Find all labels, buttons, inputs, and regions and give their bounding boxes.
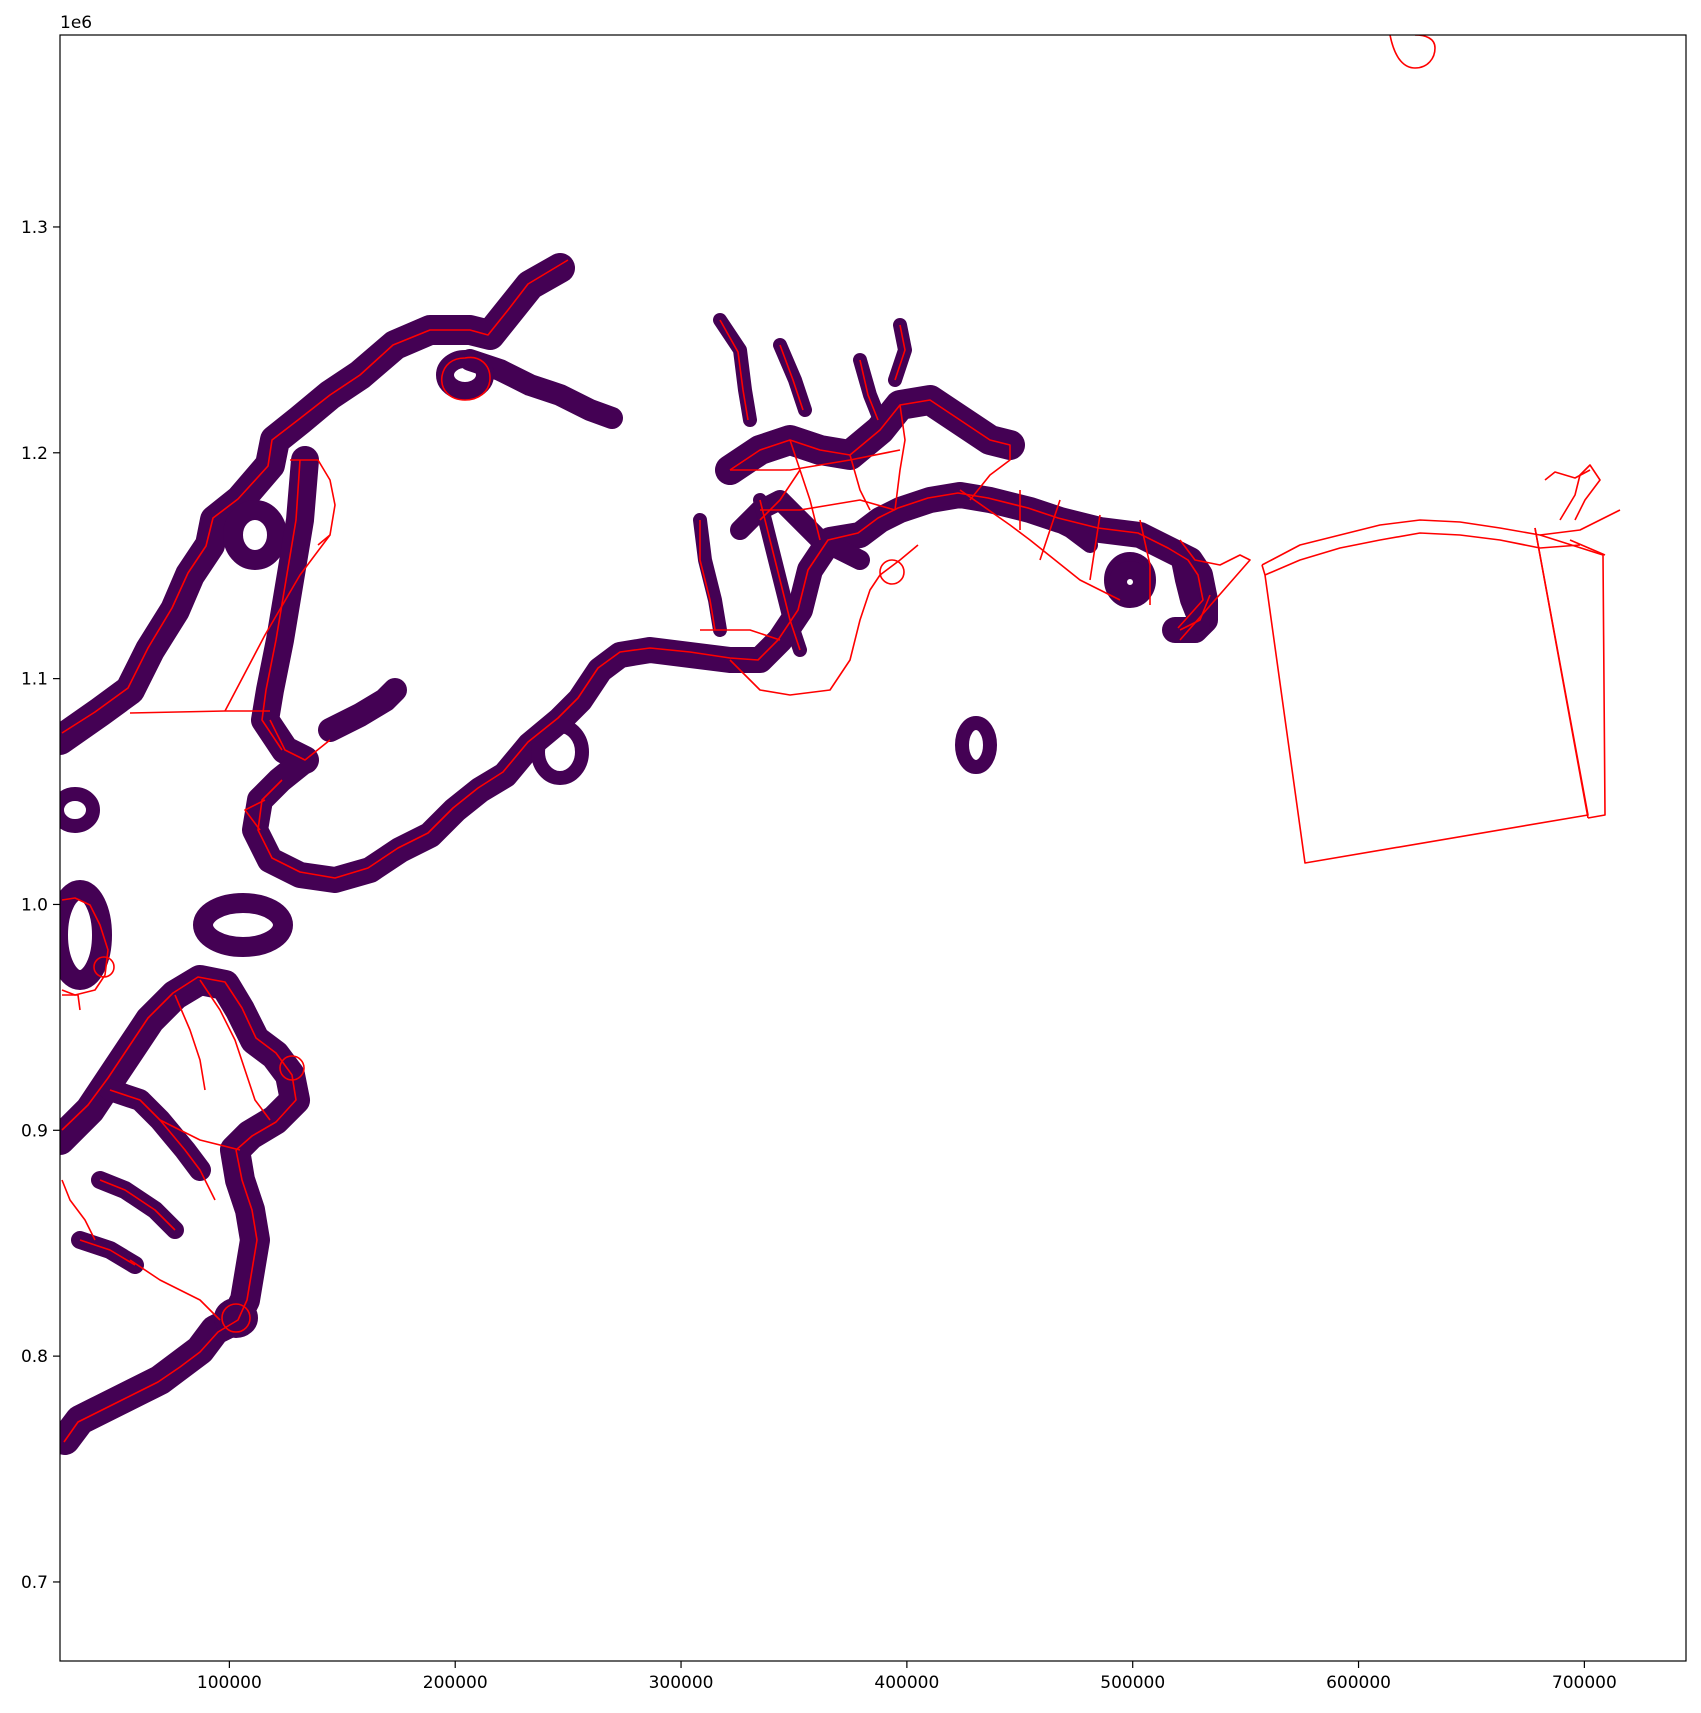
region-outlines (61, 35, 1621, 1443)
x-tick-label: 600000 (1326, 1673, 1391, 1693)
y-tick-label: 0.9 (21, 1121, 48, 1141)
y-tick-label: 0.8 (21, 1347, 48, 1367)
y-tick-label: 1.2 (21, 444, 48, 464)
y-tick-label: 1.3 (21, 218, 48, 238)
y-axis-ticks: 0.7 0.8 0.9 1.0 1.1 1.2 1.3 (21, 218, 60, 1593)
x-tick-label: 400000 (874, 1673, 939, 1693)
x-tick-label: 700000 (1552, 1673, 1617, 1693)
y-tick-label: 1.0 (21, 895, 48, 915)
y-tick-label: 0.7 (21, 1573, 48, 1593)
x-tick-label: 100000 (197, 1673, 262, 1693)
x-tick-label: 300000 (649, 1673, 714, 1693)
y-tick-label: 1.1 (21, 670, 48, 690)
x-axis-ticks: 100000 200000 300000 400000 500000 600000 7000… (197, 1661, 1617, 1693)
x-tick-label: 500000 (1100, 1673, 1165, 1693)
axes-frame (59, 34, 1687, 1662)
y-axis-offset-label: 1e6 (60, 13, 92, 33)
x-tick-label: 200000 (423, 1673, 488, 1693)
plot-area (59, 34, 1687, 1662)
